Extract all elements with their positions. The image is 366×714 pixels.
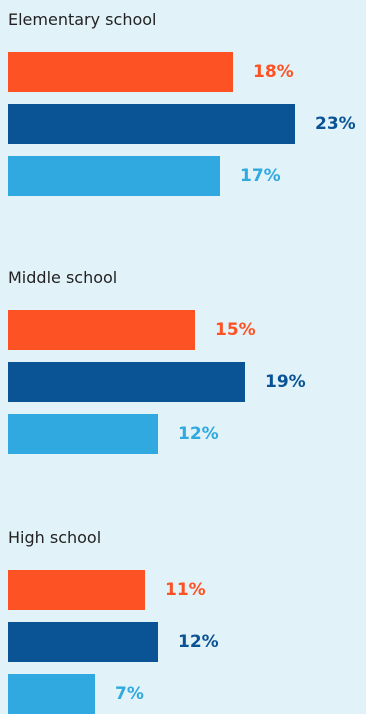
bar xyxy=(8,570,145,610)
bar-value-label: 15% xyxy=(215,320,256,340)
bar-value-label: 7% xyxy=(115,684,144,704)
group-label: High school xyxy=(8,528,102,547)
bar xyxy=(8,362,245,402)
bar-value-label: 11% xyxy=(165,580,206,600)
bar xyxy=(8,104,295,144)
group-label: Middle school xyxy=(8,268,118,287)
bar-value-label: 12% xyxy=(178,632,219,652)
bar xyxy=(8,310,195,350)
bar-value-label: 12% xyxy=(178,424,219,444)
bar-value-label: 19% xyxy=(265,372,306,392)
bar xyxy=(8,622,158,662)
bar xyxy=(8,52,233,92)
group-label: Elementary school xyxy=(8,10,157,29)
bar-value-label: 23% xyxy=(315,114,356,134)
bar xyxy=(8,414,158,454)
bar xyxy=(8,674,95,714)
bar-value-label: 18% xyxy=(253,62,294,82)
bar xyxy=(8,156,220,196)
bar-value-label: 17% xyxy=(240,166,281,186)
